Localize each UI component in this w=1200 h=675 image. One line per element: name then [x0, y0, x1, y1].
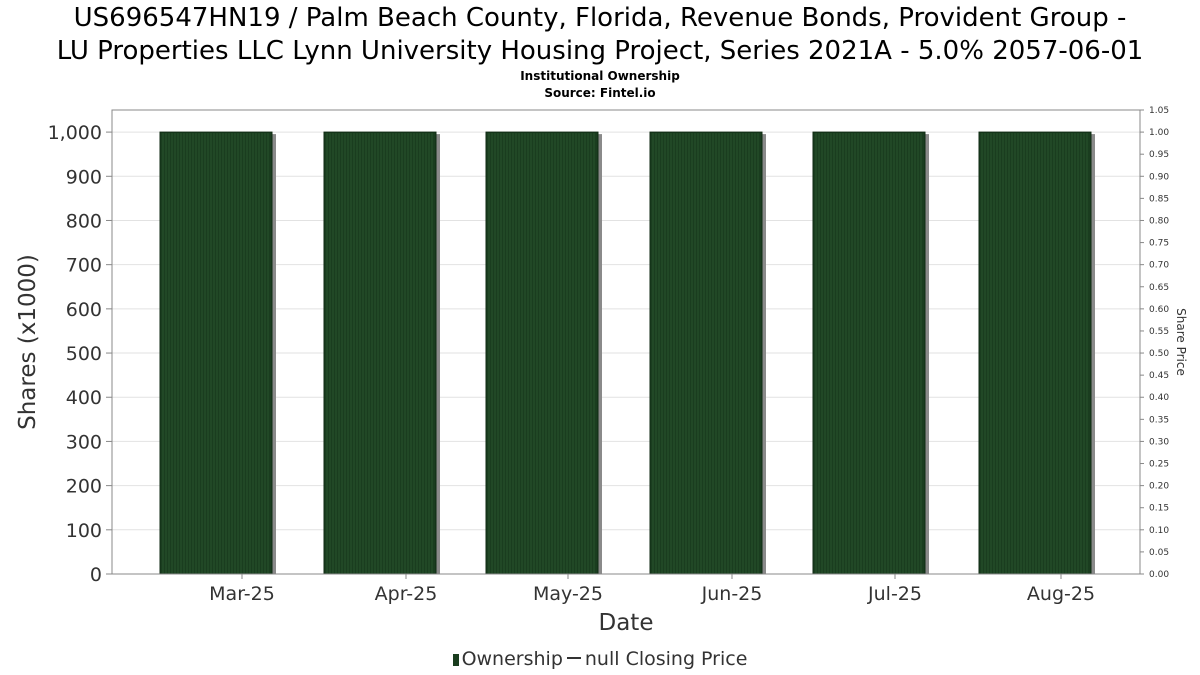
x-tick-label: May-25	[533, 583, 603, 605]
ownership-bar	[812, 131, 926, 575]
ownership-bar	[159, 131, 273, 575]
bar-shadow	[598, 134, 602, 574]
y-axis-title: Shares (x1000)	[15, 254, 41, 430]
y2-tick-label: 0.60	[1149, 305, 1169, 315]
chart-legend: Ownership null Closing Price	[0, 648, 1200, 670]
ownership-legend-swatch	[452, 654, 459, 666]
y2-tick-label: 0.65	[1149, 283, 1169, 293]
y2-tick-label: 0.10	[1149, 526, 1169, 536]
y-tick-label: 200	[66, 476, 102, 498]
y2-tick-label: 0.40	[1149, 393, 1169, 403]
bar-shadow	[762, 134, 766, 574]
y2-tick-label: 0.25	[1149, 460, 1169, 470]
bar-shadow	[272, 134, 276, 574]
y2-tick-label: 1.00	[1149, 128, 1169, 138]
y-tick-label: 100	[66, 520, 102, 542]
bar-shadow	[436, 134, 440, 574]
y-tick-label: 400	[66, 387, 102, 409]
y2-tick-label: 0.15	[1149, 504, 1169, 514]
legend-closing-price-label: null Closing Price	[584, 648, 748, 670]
y2-tick-label: 0.45	[1149, 371, 1169, 381]
chart-title-line-1: US696547HN19 / Palm Beach County, Florid…	[73, 3, 1127, 33]
y2-tick-label: 0.00	[1149, 570, 1169, 580]
closing-price-legend-line	[566, 657, 581, 659]
ownership-bar	[323, 131, 437, 575]
y2-tick-label: 0.90	[1149, 172, 1169, 182]
y2-tick-label: 0.75	[1149, 239, 1169, 249]
y-tick-label: 500	[66, 343, 102, 365]
y2-tick-label: 0.95	[1149, 150, 1169, 160]
y-tick-label: 800	[66, 210, 102, 232]
x-tick-label: Jul-25	[867, 583, 922, 605]
y-tick-label: 300	[66, 431, 102, 453]
bar-shadow	[1091, 134, 1095, 574]
y-tick-label: 600	[66, 299, 102, 321]
ownership-bar	[978, 131, 1092, 575]
y2-tick-label: 0.55	[1149, 327, 1169, 337]
y2-tick-label: 0.20	[1149, 482, 1169, 492]
ownership-bar	[485, 131, 599, 575]
y2-tick-label: 0.05	[1149, 548, 1169, 558]
chart-subtitle: Institutional Ownership	[520, 69, 680, 83]
y-tick-label: 1,000	[48, 122, 102, 144]
y2-tick-label: 0.50	[1149, 349, 1169, 359]
y-tick-label: 0	[90, 564, 102, 586]
bar-shadow	[925, 134, 929, 574]
y-tick-label: 900	[66, 166, 102, 188]
y2-tick-label: 1.05	[1149, 106, 1169, 116]
y2-tick-label: 0.70	[1149, 261, 1169, 271]
y-tick-label: 700	[66, 255, 102, 277]
y2-tick-label: 0.80	[1149, 216, 1169, 226]
y2-tick-label: 0.30	[1149, 437, 1169, 447]
x-tick-label: Mar-25	[209, 583, 275, 605]
x-axis-title: Date	[599, 610, 654, 636]
ownership-bar	[649, 131, 763, 575]
x-tick-label: Jun-25	[701, 583, 763, 605]
y2-axis-title: Share Price	[1174, 308, 1188, 376]
chart-title-line-2: LU Properties LLC Lynn University Housin…	[56, 36, 1144, 66]
chart-source: Source: Fintel.io	[544, 86, 656, 100]
legend-ownership-label: Ownership	[461, 648, 563, 670]
x-tick-label: Apr-25	[375, 583, 438, 605]
y2-tick-label: 0.35	[1149, 415, 1169, 425]
x-tick-label: Aug-25	[1027, 583, 1095, 605]
y2-tick-label: 0.85	[1149, 194, 1169, 204]
